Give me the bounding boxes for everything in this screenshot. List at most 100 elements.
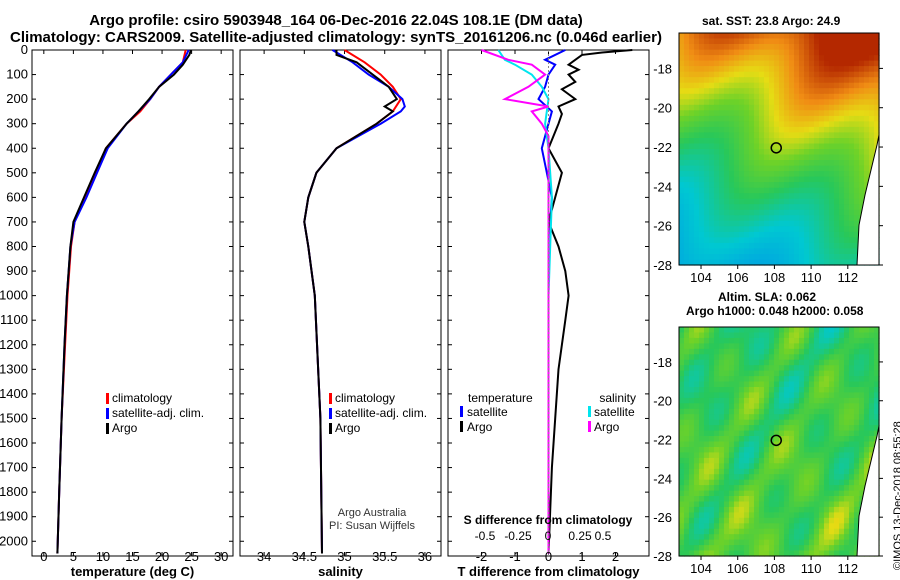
map-cell (734, 171, 740, 178)
map-cell (754, 545, 760, 552)
map-cell (854, 104, 860, 111)
map-cell (749, 436, 755, 443)
map-cell (794, 66, 800, 73)
map-cell (799, 490, 805, 497)
map-cell (769, 220, 775, 227)
map-cell (679, 387, 685, 394)
map-cell (784, 138, 790, 145)
map-cell (714, 33, 720, 40)
map-cell (789, 387, 795, 394)
map-cell (794, 198, 800, 205)
map-cell (759, 545, 765, 552)
map-cell (864, 143, 870, 150)
map-cell (859, 55, 865, 62)
map-cell (679, 332, 685, 339)
map-cell (744, 38, 750, 45)
map-cell (859, 71, 865, 78)
map-cell (739, 550, 745, 557)
map-cell (789, 337, 795, 344)
map-cell (764, 479, 770, 486)
map-cell (734, 387, 740, 394)
map-cell (844, 490, 850, 497)
map-cell (709, 354, 715, 361)
map-cell (779, 528, 785, 535)
map-cell (734, 343, 740, 350)
map-cell (684, 226, 690, 233)
map-cell (809, 534, 815, 541)
map-cell (799, 248, 805, 255)
map-cell (839, 436, 845, 443)
map-cell (684, 419, 690, 426)
map-cell (789, 474, 795, 481)
map-cell (699, 387, 705, 394)
map-cell (769, 33, 775, 40)
map-cell (729, 198, 735, 205)
map-cell (834, 387, 840, 394)
map-cell (749, 387, 755, 394)
map-cell (684, 359, 690, 366)
map-cell (694, 447, 700, 454)
map-cell (689, 226, 695, 233)
map-cell (844, 154, 850, 161)
map-cell (754, 479, 760, 486)
map-cell (779, 33, 785, 40)
map-cell (759, 441, 765, 448)
map-cell (734, 237, 740, 244)
map-cell (694, 99, 700, 106)
map-cell (854, 138, 860, 145)
map-cell (844, 414, 850, 421)
map-cell (759, 193, 765, 200)
map-cell (859, 33, 865, 40)
map-cell (834, 66, 840, 73)
map-cell (724, 425, 730, 432)
map-cell (799, 259, 805, 266)
map-cell (679, 348, 685, 355)
map-cell (789, 365, 795, 372)
map-cell (754, 77, 760, 84)
map-cell (759, 182, 765, 189)
map-cell (724, 463, 730, 470)
map-cell (744, 115, 750, 122)
map-cell (774, 397, 780, 404)
map-cell (704, 121, 710, 128)
map-cell (739, 517, 745, 524)
map-cell (689, 115, 695, 122)
map-cell (729, 474, 735, 481)
map-cell (814, 104, 820, 111)
map-cell (809, 237, 815, 244)
map-cell (814, 254, 820, 261)
map-cell (689, 149, 695, 156)
map-cell (874, 327, 880, 334)
map-cell (689, 254, 695, 261)
map-cell (684, 468, 690, 475)
map-cell (769, 370, 775, 377)
map-cell (794, 392, 800, 399)
map-cell (754, 215, 760, 222)
map-cell (779, 254, 785, 261)
map-cell (849, 149, 855, 156)
map-cell (799, 121, 805, 128)
map-cell (679, 479, 685, 486)
map-cell (874, 337, 880, 344)
map-cell (694, 512, 700, 519)
map-cell (829, 403, 835, 410)
diff-legend-swatch-t-argo (460, 421, 463, 432)
map-cell (839, 71, 845, 78)
map-cell (744, 517, 750, 524)
map-cell (819, 430, 825, 437)
map-cell (684, 441, 690, 448)
map-cell (869, 348, 875, 355)
map-cell (729, 408, 735, 415)
map-cell (704, 237, 710, 244)
map-cell (729, 359, 735, 366)
map-cell (684, 160, 690, 167)
map-cell (814, 348, 820, 355)
map-cell (739, 485, 745, 492)
map-cell (754, 392, 760, 399)
map-cell (749, 49, 755, 56)
map-cell (709, 49, 715, 56)
map-cell (704, 512, 710, 519)
map-cell (724, 71, 730, 78)
map-cell (764, 370, 770, 377)
map-cell (784, 248, 790, 255)
